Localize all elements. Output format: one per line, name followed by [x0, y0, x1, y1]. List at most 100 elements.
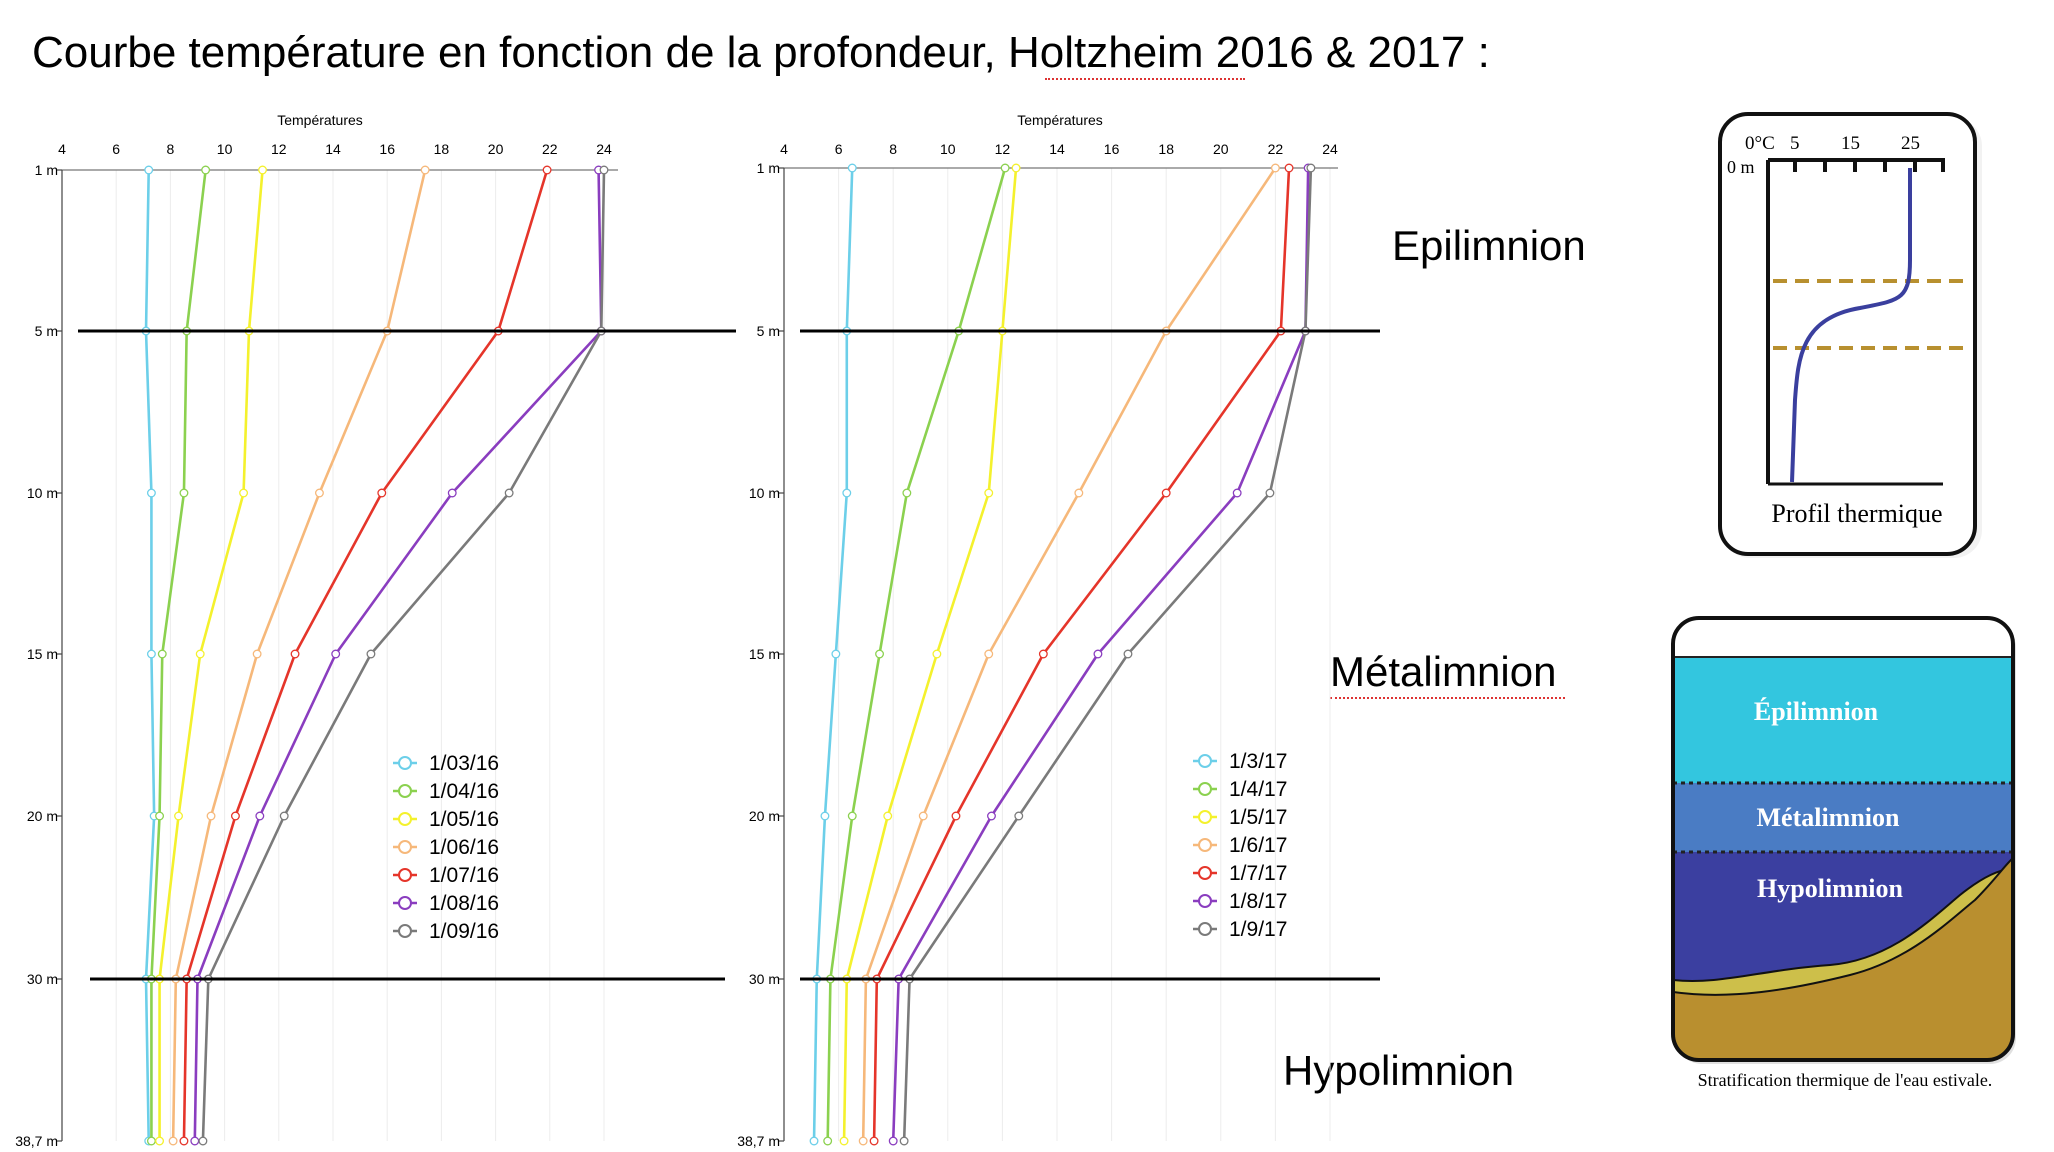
- zone-label-hypolimnion: Hypolimnion: [1283, 1047, 1515, 1094]
- data-point: [984, 649, 994, 659]
- data-point: [255, 811, 265, 821]
- data-point: [918, 811, 928, 821]
- series-1-8-17: [888, 163, 1313, 1146]
- data-point: [847, 811, 857, 821]
- series-1-03-16: [141, 165, 159, 1146]
- data-point: [1232, 488, 1242, 498]
- data-point: [847, 163, 857, 173]
- series-line: [861, 167, 1277, 1142]
- spellcheck-underline: [1045, 78, 1245, 80]
- legend-marker: [398, 840, 412, 854]
- data-point: [155, 811, 165, 821]
- data-point: [190, 1136, 200, 1146]
- data-point: [198, 1136, 208, 1146]
- depth-label: 5 m: [35, 323, 58, 339]
- data-point: [858, 1136, 868, 1146]
- spellcheck-underline: [1330, 697, 1565, 699]
- data-point: [230, 811, 240, 821]
- data-point: [195, 649, 205, 659]
- data-point: [447, 488, 457, 498]
- series-line: [902, 167, 1313, 1142]
- data-point: [987, 811, 996, 821]
- depth-label: 15 m: [27, 646, 58, 662]
- data-point: [239, 488, 249, 498]
- data-point: [377, 488, 387, 498]
- legend-label: 1/4/17: [1229, 778, 1287, 801]
- chart-2: Températures 4 6 8 10 12 14 16 18 20 22 24 1 m 5 m 10 …: [737, 112, 1380, 1149]
- data-point: [504, 488, 514, 498]
- data-point: [875, 649, 884, 659]
- data-point: [1038, 649, 1048, 659]
- x-tick-label: 24: [1322, 141, 1338, 157]
- data-point: [206, 811, 216, 821]
- data-point: [179, 488, 189, 498]
- data-point: [146, 1136, 156, 1146]
- legend-label: 1/08/16: [429, 892, 499, 915]
- series-1-3-17: [809, 163, 857, 1146]
- page-title: Courbe température en fonction de la pro…: [32, 28, 1490, 77]
- legend-label: 1/07/16: [429, 864, 499, 887]
- data-point: [951, 811, 961, 821]
- data-point: [932, 649, 942, 659]
- x-tick-label: 12: [271, 141, 287, 157]
- depth-label: 38,7 m: [15, 1133, 58, 1149]
- x-tick-label: 12: [995, 141, 1011, 157]
- legend-marker: [1198, 894, 1212, 908]
- data-point: [174, 811, 183, 821]
- series-1-6-17: [858, 163, 1280, 1146]
- x-tick-label: 18: [434, 141, 450, 157]
- data-point: [1093, 649, 1103, 659]
- legend-label: 1/7/17: [1229, 862, 1287, 885]
- depth-label: 15 m: [749, 646, 780, 662]
- depth-label: 38,7 m: [737, 1133, 780, 1149]
- x-tick-label: 6: [112, 141, 120, 157]
- depth-label: 30 m: [749, 971, 780, 987]
- zone-label-metalimnion: Métalimnion: [1330, 648, 1557, 695]
- data-point: [1074, 488, 1084, 498]
- data-point: [366, 649, 376, 659]
- data-point: [820, 811, 830, 821]
- legend-marker: [1198, 922, 1212, 936]
- series-line: [182, 169, 549, 1142]
- data-point: [869, 1136, 879, 1146]
- data-point: [823, 1136, 833, 1146]
- data-point: [1123, 649, 1133, 659]
- x-tick-label: 6: [835, 141, 843, 157]
- data-point: [1014, 811, 1024, 821]
- x-tick-label: 8: [167, 141, 175, 157]
- legend-marker: [1198, 866, 1212, 880]
- depth-label: 1 m: [35, 162, 58, 178]
- data-point: [331, 649, 341, 659]
- x-tick-label: 18: [1158, 141, 1174, 157]
- data-point: [984, 488, 994, 498]
- legend-marker: [398, 784, 412, 798]
- data-point: [839, 1136, 849, 1146]
- x-tick-label: 4: [780, 141, 788, 157]
- data-point: [144, 165, 154, 175]
- legend-marker: [1198, 754, 1212, 768]
- depth-label: 20 m: [27, 808, 58, 824]
- legend-label: 1/6/17: [1229, 834, 1287, 857]
- data-point: [146, 649, 156, 659]
- series-1-05-16: [155, 165, 267, 1146]
- chart-1: Températures 4 6 8 10 12 14 16 18 20 22 24 1 m 5 m 10 …: [15, 112, 736, 1149]
- data-point: [279, 811, 289, 821]
- legend-marker: [398, 812, 412, 826]
- legend-label: 1/9/17: [1229, 918, 1287, 941]
- data-point: [599, 165, 609, 175]
- legend-label: 1/03/16: [429, 752, 499, 775]
- data-point: [157, 649, 167, 659]
- depth-label: 5 m: [757, 323, 780, 339]
- x-tick-label: 20: [488, 141, 504, 157]
- series-1-4-17: [823, 163, 1010, 1146]
- data-point: [252, 649, 262, 659]
- x-tick-label: 22: [1268, 141, 1284, 157]
- x-axis-title: Températures: [277, 112, 363, 128]
- data-point: [1270, 163, 1280, 173]
- depth-label: 10 m: [27, 485, 58, 501]
- data-point: [899, 1136, 909, 1146]
- x-tick-label: 24: [596, 141, 612, 157]
- data-point: [842, 488, 852, 498]
- legend-marker: [398, 924, 412, 938]
